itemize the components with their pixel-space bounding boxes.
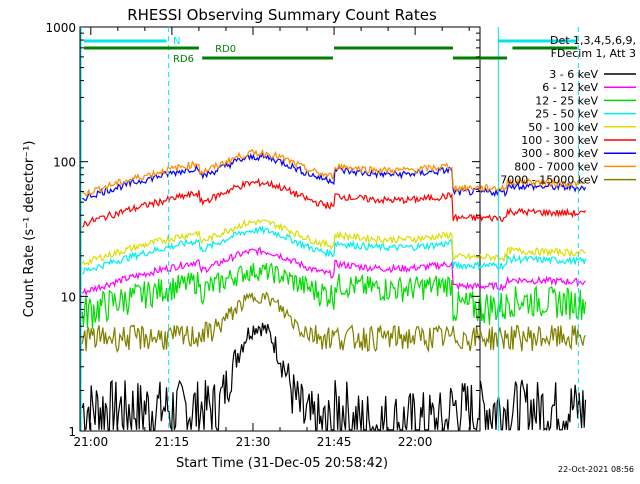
x-tick-label: 21:30 (236, 435, 271, 449)
series-12_25keV (81, 262, 587, 330)
series-100_300keV (81, 177, 587, 228)
plot-area (79, 26, 481, 432)
series-line (81, 177, 587, 228)
legend-entry-label: 3 - 6 keV (549, 68, 598, 81)
legend-entry-label: 50 - 100 keV (528, 121, 598, 134)
series-line (82, 224, 587, 275)
series-25_50keV (82, 224, 587, 275)
series-line (81, 218, 586, 266)
x-tick-label: 21:45 (317, 435, 352, 449)
footer-timestamp: 22-Oct-2021 08:56 (558, 465, 634, 474)
legend-header-line-2: FDecim 1, Att 3 (551, 47, 636, 60)
y-tick-label: 1000 (45, 21, 76, 35)
legend-entry-label: 12 - 25 keV (535, 94, 598, 107)
flag-label-rd6: RD6 (173, 54, 194, 65)
y-axis-label: Count Rate (s⁻¹ detector⁻¹) (22, 141, 37, 318)
legend-entry-label: 25 - 50 keV (535, 108, 598, 121)
x-axis-label: Start Time (31-Dec-05 20:58:42) (176, 456, 388, 471)
flag-label-n: N (173, 36, 180, 47)
series-line (82, 148, 586, 197)
series-800_7000keV (82, 148, 586, 197)
series-6_12keV (81, 246, 586, 297)
legend-entry-label: 800 - 7000 keV (514, 160, 598, 173)
chart-title: RHESSI Observing Summary Count Rates (127, 6, 437, 24)
y-tick-label: 1 (68, 425, 76, 439)
legend-header-line-1: Det 1,3,4,5,6,9, (550, 34, 636, 47)
legend-entry-label: 6 - 12 keV (542, 81, 598, 94)
flag-label-rd0: RD0 (215, 44, 236, 55)
series-line (81, 246, 586, 297)
x-tick-label: 21:00 (74, 435, 109, 449)
flag-layer: N RD0 RD6 (80, 27, 579, 431)
series-line (81, 262, 587, 330)
axes: 1 10 100 1000 21:00 21:15 21:30 21:45 22:00 (45, 21, 480, 449)
series-7000_15000keV (81, 291, 587, 354)
legend-entry-label: 300 - 800 keV (521, 147, 598, 160)
series-line (81, 291, 587, 354)
x-tick-label: 22:00 (398, 435, 433, 449)
y-tick-label: 100 (53, 156, 76, 170)
x-tick-label: 21:15 (155, 435, 190, 449)
series-50_100keV (81, 218, 586, 266)
y-tick-label: 10 (61, 290, 76, 304)
legend-entry-label: 7000 - 15000 keV (500, 174, 598, 187)
series-layer (81, 148, 587, 432)
legend-entry-label: 100 - 300 keV (521, 134, 598, 147)
legend: Det 1,3,4,5,6,9, FDecim 1, Att 3 3 - 6 k… (500, 34, 636, 187)
